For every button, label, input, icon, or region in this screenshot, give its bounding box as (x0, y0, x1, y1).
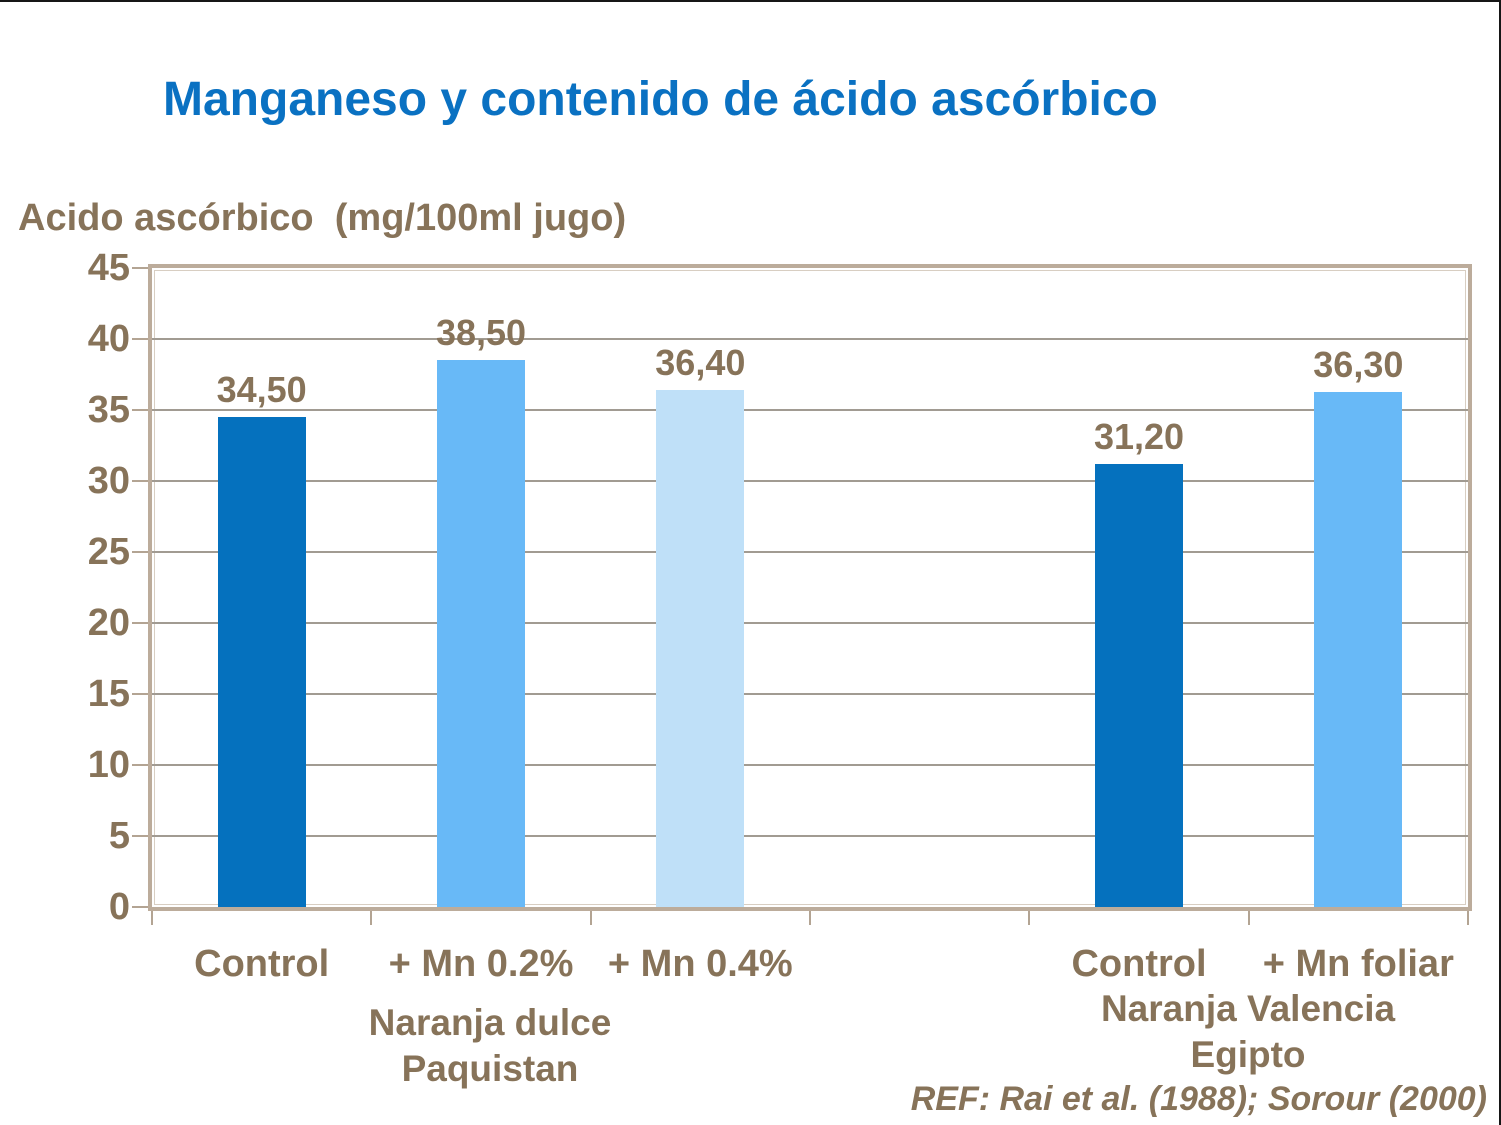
bar (1095, 463, 1183, 907)
y-axis-tick-mark (132, 693, 148, 695)
bar (1314, 391, 1403, 907)
y-axis-tick-label: 10 (87, 744, 130, 786)
category-label: Control (194, 943, 330, 985)
group-label-line2: Paquistan (401, 1048, 579, 1089)
bar (437, 360, 525, 907)
category-label: Control (1071, 943, 1207, 985)
x-axis-tick-mark (1028, 911, 1031, 925)
category-label: + Mn 0.4% (607, 943, 793, 985)
x-axis-tick-mark (809, 911, 811, 925)
bar-value-label: 34,50 (216, 369, 307, 411)
plot-area (148, 264, 1472, 911)
x-axis-tick-mark (589, 911, 592, 925)
y-axis-tick-mark (132, 338, 148, 340)
group-label: Naranja dulce Paquistan (260, 1000, 720, 1092)
group-label: Naranja Valencia Egipto (1018, 986, 1478, 1078)
bar (217, 417, 306, 907)
category-label: + Mn foliar (1262, 943, 1454, 985)
y-axis-tick-label: 0 (108, 886, 130, 928)
gridline (152, 480, 1468, 482)
group-label-line2: Egipto (1190, 1034, 1306, 1075)
y-axis-tick-label: 20 (87, 602, 130, 644)
gridline (152, 338, 1468, 340)
gridline (152, 835, 1468, 837)
gridline (152, 693, 1468, 695)
bar-value-label: 38,50 (435, 312, 527, 354)
y-axis-tick-mark (132, 835, 148, 837)
y-axis-tick-mark (132, 551, 148, 553)
y-axis-tick-mark (132, 267, 148, 269)
x-axis-tick-mark (1247, 911, 1250, 925)
y-axis-tick-label: 5 (108, 815, 130, 857)
bar-value-label: 36,40 (655, 342, 746, 384)
y-axis-tick-label: 15 (87, 673, 130, 715)
bar-value-label: 36,30 (1313, 343, 1404, 385)
y-axis-tick-label: 35 (87, 389, 130, 431)
x-axis-tick-mark (1467, 911, 1469, 925)
y-axis-tick-mark (132, 409, 148, 411)
bar (656, 390, 745, 907)
top-edge-line (0, 0, 1501, 2)
gridline (152, 622, 1468, 624)
reference-text: REF: Rai et al. (1988); Sorour (2000) (910, 1080, 1487, 1118)
y-axis-tick-mark (132, 480, 148, 482)
y-axis-title: Acido ascórbico (mg/100ml jugo) (18, 197, 627, 239)
chart-title: Manganeso y contenido de ácido ascórbico (163, 73, 1158, 126)
y-axis-tick-mark (132, 906, 148, 908)
y-axis-tick-mark (132, 764, 148, 766)
y-axis-tick-label: 40 (87, 318, 130, 360)
group-label-line1: Naranja dulce (368, 1002, 612, 1043)
y-axis-tick-label: 25 (87, 531, 130, 573)
y-axis-tick-label: 45 (87, 247, 130, 289)
group-label-line1: Naranja Valencia (1100, 988, 1396, 1029)
x-axis-tick-mark (370, 911, 373, 925)
right-edge-line (1499, 0, 1501, 1125)
plot-gridlines (152, 268, 1468, 907)
gridline (152, 409, 1468, 411)
gridline (152, 551, 1468, 553)
category-label: + Mn 0.2% (388, 943, 574, 985)
y-axis-tick-mark (132, 622, 148, 624)
x-axis-tick-mark (151, 911, 153, 925)
y-axis-tick-label: 30 (87, 460, 130, 502)
bar-value-label: 31,20 (1093, 415, 1185, 457)
gridline (152, 764, 1468, 766)
